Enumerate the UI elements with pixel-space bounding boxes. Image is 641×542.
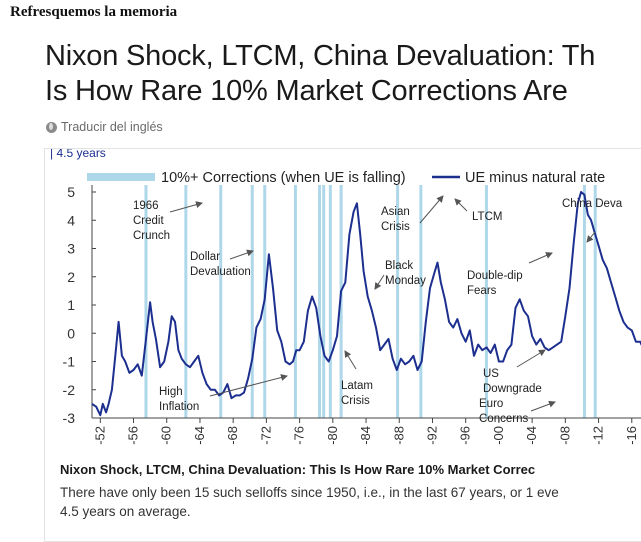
correction-bar	[583, 185, 586, 418]
x-tick-label: -68	[225, 426, 240, 445]
correction-bar	[419, 185, 422, 418]
correction-bar	[594, 185, 597, 418]
annotation-label: Asian	[381, 206, 410, 218]
y-tick-label: 3	[67, 241, 75, 257]
x-tick-label: -80	[325, 426, 340, 445]
y-tick-label: -1	[63, 354, 76, 370]
annotation-label: Downgrade	[483, 383, 542, 395]
x-tick-label: -16	[624, 426, 639, 445]
correction-bar	[184, 185, 187, 418]
annotation-label: US	[483, 368, 499, 380]
annotation: LTCM	[455, 199, 502, 223]
x-tick-label: -92	[424, 426, 439, 445]
article-title-line-2[interactable]: Is How Rare 10% Market Corrections Are	[45, 75, 568, 108]
annotation: US Downgrade	[483, 350, 545, 395]
blog-heading: Refresquemos la memoria	[10, 4, 177, 21]
annotation-label: Latam	[341, 380, 373, 392]
x-tick-label: -64	[192, 426, 207, 445]
annotation-arrow	[529, 253, 552, 263]
legend-swatch-corrections	[87, 173, 155, 181]
annotation-arrow	[375, 275, 384, 289]
annotation: Asian Crisis	[381, 196, 443, 233]
correction-bar	[251, 185, 254, 418]
annotation-label: Black	[385, 260, 413, 272]
annotation: Latam Crisis	[341, 351, 373, 407]
caption-body: There have only been 15 such selloffs si…	[60, 483, 641, 521]
annotation-label: China Deva	[562, 198, 623, 210]
chart-header-text: | 4.5 years	[50, 149, 106, 160]
annotation-label: Inflation	[159, 401, 199, 413]
annotation: Double-dip Fears	[467, 253, 552, 297]
y-tick-label: -2	[63, 382, 76, 398]
correction-bar	[219, 185, 222, 418]
annotation-label: High	[159, 386, 183, 398]
y-tick-label: 2	[67, 269, 75, 285]
globe-icon	[46, 122, 57, 133]
legend-label-line: UE minus natural rate	[465, 170, 605, 186]
translate-link[interactable]: Traducir del inglés	[46, 120, 163, 134]
annotation: China Deva	[562, 198, 623, 242]
chart: | 4.5 years 5 4 3 2 1 0 -1 -2 -3 -52 -56 -60 -64 -68 -7…	[45, 149, 641, 461]
y-tick-label: 1	[67, 297, 75, 313]
annotation: 1966 Credit Crunch	[133, 200, 202, 242]
correction-bar	[294, 185, 297, 418]
annotation-label: Monday	[385, 275, 426, 287]
annotation-label: Fears	[467, 285, 497, 297]
caption-line-1: There have only been 15 such selloffs si…	[60, 483, 641, 502]
annotation-arrow	[455, 199, 467, 211]
legend: 10%+ Corrections (when UE is falling) UE …	[87, 170, 605, 186]
annotation-arrow	[230, 251, 253, 259]
annotation-label: LTCM	[472, 211, 502, 223]
annotation: High Inflation	[159, 376, 287, 413]
annotation-label: Credit	[133, 215, 164, 227]
annotation-label: Devaluation	[190, 266, 251, 278]
x-tick-label: -72	[258, 426, 273, 445]
x-tick-label: -56	[126, 426, 141, 445]
card-caption: Nixon Shock, LTCM, China Devaluation: Th…	[60, 462, 641, 521]
annotation-arrow	[345, 351, 356, 369]
x-tick-label: -84	[358, 426, 373, 445]
x-tick-label: -12	[591, 426, 606, 445]
annotation-label: Crisis	[341, 395, 370, 407]
annotation-label: Crisis	[381, 221, 410, 233]
legend-label-corrections: 10%+ Corrections (when UE is falling)	[161, 170, 406, 186]
y-tick-label: 0	[67, 325, 75, 341]
y-tick-label: 5	[67, 184, 75, 200]
correction-bar	[322, 185, 325, 418]
translate-label: Traducir del inglés	[61, 120, 163, 134]
annotation: Euro Concerns	[479, 398, 555, 425]
x-tick-label: -08	[557, 426, 572, 445]
y-tick-label: 4	[67, 212, 75, 228]
annotation-arrow	[517, 350, 545, 367]
x-tick-label: -60	[159, 426, 174, 445]
annotation-label: Concerns	[479, 413, 528, 425]
x-tick-label: -52	[92, 426, 107, 445]
annotation-label: Euro	[479, 398, 503, 410]
article-title-line-1[interactable]: Nixon Shock, LTCM, China Devaluation: Th	[45, 40, 595, 73]
caption-title[interactable]: Nixon Shock, LTCM, China Devaluation: Th…	[60, 462, 641, 477]
x-tick-label: -04	[524, 426, 539, 445]
correction-bar	[396, 185, 399, 418]
annotation-arrow	[420, 196, 443, 223]
caption-line-2: 4.5 years on average.	[60, 502, 641, 521]
x-tick-label: -00	[491, 426, 506, 445]
annotation: Black Monday	[375, 260, 426, 289]
annotation-label: 1966	[133, 200, 159, 212]
annotation-arrow	[531, 402, 555, 411]
x-tick-label: -76	[292, 426, 307, 445]
annotations-layer: 1966 Credit Crunch Dollar Devaluation High Inf…	[133, 196, 623, 425]
annotation-label: Crunch	[133, 230, 170, 242]
correction-bar	[329, 185, 332, 418]
annotation-label: Double-dip	[467, 270, 523, 282]
annotation-label: Dollar	[190, 251, 220, 263]
correction-bar	[318, 185, 321, 418]
x-tick-label: -88	[391, 426, 406, 445]
y-tick-label: -3	[63, 410, 76, 426]
x-tick-label: -96	[458, 426, 473, 445]
